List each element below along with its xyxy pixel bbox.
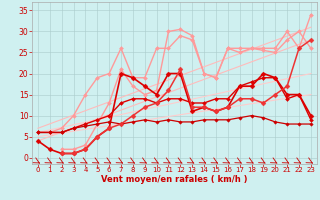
X-axis label: Vent moyen/en rafales ( km/h ): Vent moyen/en rafales ( km/h ) [101,175,248,184]
